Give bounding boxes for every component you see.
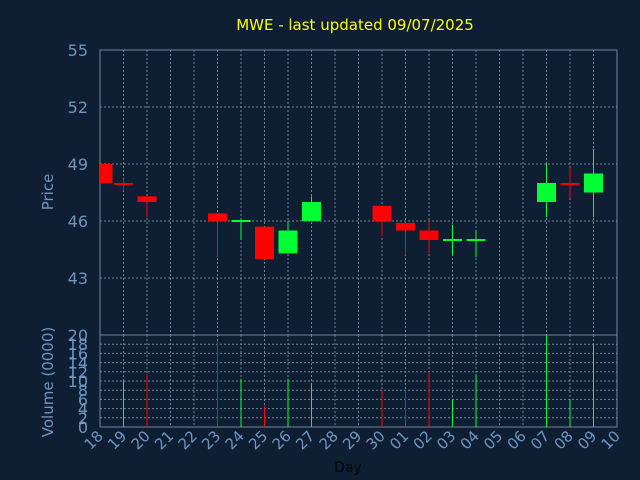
volume-tick-label: 16 xyxy=(68,344,88,363)
candle-body xyxy=(396,222,415,231)
volume-tick-label: 2 xyxy=(78,409,88,428)
candle-body xyxy=(584,173,603,193)
price-tick-label: 52 xyxy=(68,98,88,117)
candle-body xyxy=(537,183,556,202)
candle-body xyxy=(255,226,274,259)
price-tick-label: 55 xyxy=(68,41,88,60)
day-tick-label: 28 xyxy=(316,427,342,453)
volume-panel: 0246810121416182018192021222324252627282… xyxy=(68,326,624,453)
price-axis-label: Price xyxy=(39,174,57,211)
candle-body xyxy=(137,196,157,202)
volume-tick-label: 10 xyxy=(68,372,88,391)
volume-panel-frame xyxy=(99,334,618,428)
day-tick-label: 06 xyxy=(504,427,530,453)
day-tick-label: 07 xyxy=(527,427,553,453)
day-tick-label: 29 xyxy=(339,427,365,453)
day-tick-label: 05 xyxy=(480,427,506,453)
chart-title: MWE - last updated 09/07/2025 xyxy=(236,16,474,34)
price-tick-label: 46 xyxy=(68,212,88,231)
day-tick-label: 21 xyxy=(151,427,177,453)
day-tick-label: 30 xyxy=(363,427,389,453)
volume-tick-label: 12 xyxy=(68,363,88,382)
candle-body xyxy=(278,230,298,254)
candle-body xyxy=(302,202,321,221)
volume-tick-label: 20 xyxy=(68,326,88,345)
candle-body xyxy=(372,205,392,221)
candle-body xyxy=(208,213,227,221)
day-tick-label: 24 xyxy=(222,427,248,453)
candle-body xyxy=(100,164,113,183)
candle-body xyxy=(114,183,133,185)
volume-tick-label: 4 xyxy=(78,400,88,419)
volume-axis-label: Volume (0000) xyxy=(39,327,57,437)
day-tick-label: 20 xyxy=(128,427,154,453)
day-tick-label: 09 xyxy=(574,427,600,453)
volume-tick-label: 8 xyxy=(78,381,88,400)
candle-body xyxy=(419,230,439,240)
volume-tick-label: 6 xyxy=(78,390,88,409)
volume-tick-label: 14 xyxy=(68,354,88,373)
day-tick-label: 01 xyxy=(386,427,412,453)
price-tick-label: 43 xyxy=(68,269,88,288)
candle-body xyxy=(560,183,580,185)
day-tick-label: 25 xyxy=(245,427,271,453)
day-tick-label: 19 xyxy=(104,427,130,453)
price-panel: 43 46 49 52 55 xyxy=(68,41,618,336)
day-tick-label: 08 xyxy=(551,427,577,453)
day-tick-label: 03 xyxy=(433,427,459,453)
volume-tick-label: 18 xyxy=(68,335,88,354)
volume-tick-label: 0 xyxy=(78,418,88,437)
day-tick-label: 02 xyxy=(410,427,436,453)
day-tick-label: 26 xyxy=(269,427,295,453)
day-tick-label: 27 xyxy=(292,427,318,453)
day-tick-label: 23 xyxy=(198,427,224,453)
day-tick-label: 04 xyxy=(457,427,483,453)
price-tick-label: 49 xyxy=(68,155,88,174)
day-tick-label: 10 xyxy=(598,427,624,453)
day-axis-label: Day xyxy=(334,460,362,476)
day-tick-label: 22 xyxy=(175,427,201,453)
